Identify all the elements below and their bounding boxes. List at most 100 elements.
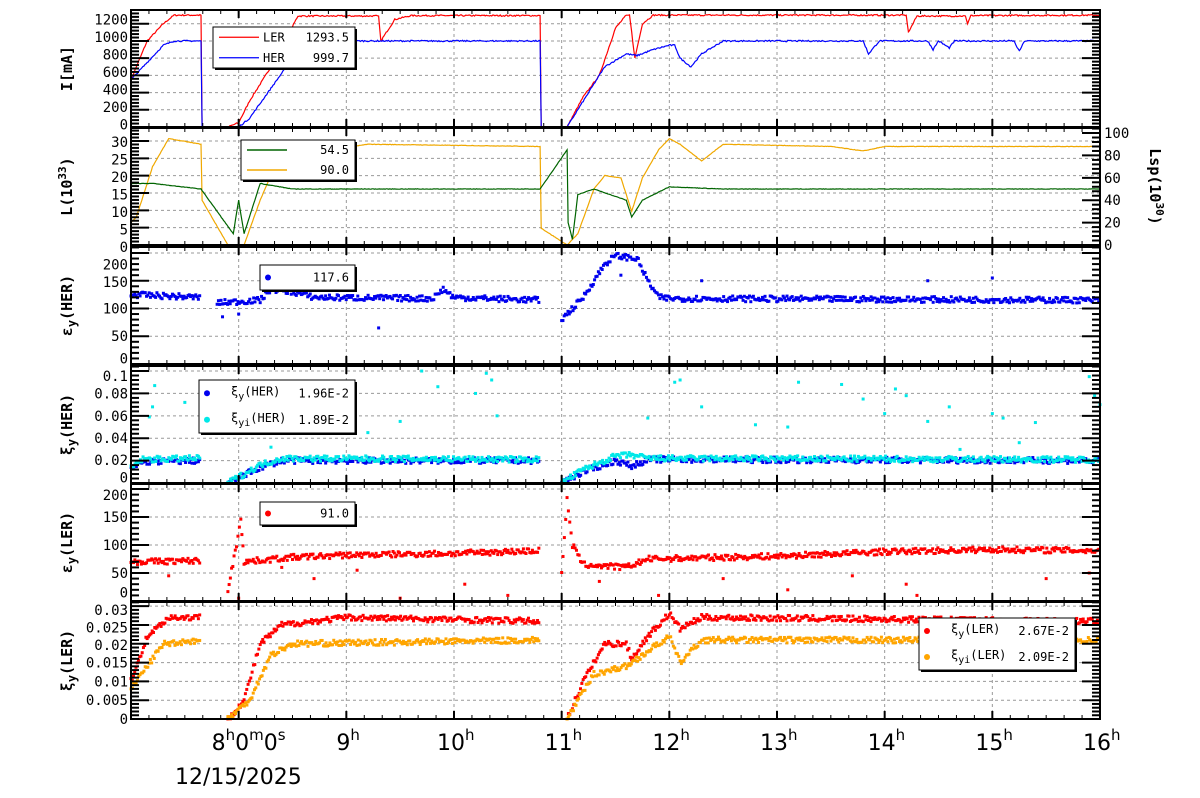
- data-point: [246, 700, 250, 704]
- data-point: [187, 454, 191, 458]
- data-point: [359, 551, 363, 555]
- data-point: [415, 295, 419, 299]
- data-point: [1063, 295, 1067, 299]
- data-point: [266, 635, 270, 639]
- data-point: [938, 300, 942, 304]
- data-point: [989, 550, 993, 554]
- data-point: [416, 638, 420, 642]
- data-point: [438, 553, 442, 557]
- data-point: [810, 618, 814, 622]
- data-point: [387, 550, 391, 554]
- data-point: [673, 555, 677, 559]
- data-point: [615, 458, 619, 462]
- data-point: [448, 291, 452, 295]
- data-point-outlier: [420, 369, 424, 373]
- data-point: [394, 555, 398, 559]
- data-point: [951, 548, 955, 552]
- data-point: [446, 552, 450, 556]
- data-point: [366, 293, 370, 297]
- data-point: [1058, 458, 1062, 462]
- data-point: [1049, 455, 1053, 459]
- data-point: [932, 295, 936, 299]
- data-point: [306, 557, 310, 561]
- data-point: [333, 553, 337, 557]
- data-point: [486, 455, 490, 459]
- data-point: [966, 454, 970, 458]
- data-point: [627, 662, 631, 666]
- data-point: [799, 294, 803, 298]
- data-point: [647, 454, 651, 458]
- data-point: [710, 457, 714, 461]
- data-point: [281, 558, 285, 562]
- data-point: [1071, 550, 1075, 554]
- data-point: [986, 549, 990, 553]
- data-point: [734, 454, 738, 458]
- data-point: [955, 550, 959, 554]
- data-point: [611, 452, 615, 456]
- y-tick-label: 20: [111, 170, 128, 186]
- y-tick-label: 150: [103, 275, 128, 291]
- y-tick-label: 100: [103, 302, 128, 318]
- data-point: [909, 457, 913, 461]
- data-point: [181, 615, 185, 619]
- data-point: [270, 652, 274, 656]
- data-point: [744, 556, 748, 560]
- data-point: [907, 295, 911, 299]
- data-point: [1046, 456, 1050, 460]
- data-point: [316, 454, 320, 458]
- data-point: [878, 454, 882, 458]
- data-point: [793, 298, 797, 302]
- data-point: [484, 550, 488, 554]
- data-point: [958, 295, 962, 299]
- data-point: [637, 454, 641, 458]
- data-point: [337, 455, 341, 459]
- data-point: [903, 618, 907, 622]
- data-point: [1053, 549, 1057, 553]
- data-point: [467, 550, 471, 554]
- data-point: [874, 300, 878, 304]
- data-point: [1067, 546, 1071, 550]
- data-point: [623, 642, 627, 646]
- data-point: [854, 548, 858, 552]
- data-point: [536, 637, 540, 641]
- data-point: [521, 459, 525, 463]
- data-point: [895, 454, 899, 458]
- data-point: [754, 455, 758, 459]
- y-tick-label: 10: [111, 205, 128, 221]
- data-point: [632, 456, 636, 460]
- data-point: [731, 615, 735, 619]
- data-point: [444, 289, 448, 293]
- data-point: [890, 300, 894, 304]
- data-point: [452, 552, 456, 556]
- data-point: [404, 553, 408, 557]
- data-point: [443, 642, 447, 646]
- title-part: L(10: [58, 180, 76, 216]
- data-point: [334, 642, 338, 646]
- data-point: [156, 561, 160, 565]
- data-point: [374, 551, 378, 555]
- data-point: [997, 456, 1001, 460]
- data-point: [468, 621, 472, 625]
- data-point: [678, 629, 682, 633]
- data-point: [298, 641, 302, 645]
- data-point: [684, 621, 688, 625]
- data-point: [949, 295, 953, 299]
- data-point: [324, 457, 328, 461]
- data-point: [688, 297, 692, 301]
- data-point: [656, 454, 660, 458]
- data-point: [1041, 461, 1045, 465]
- data-point: [994, 548, 998, 552]
- data-point: [774, 459, 778, 463]
- data-point: [251, 691, 255, 695]
- data-point: [324, 617, 328, 621]
- data-point: [590, 466, 594, 470]
- data-point: [426, 639, 430, 643]
- data-point: [911, 547, 915, 551]
- data-point: [1055, 459, 1059, 463]
- data-point: [511, 621, 515, 625]
- data-point: [996, 550, 1000, 554]
- data-point: [855, 617, 859, 621]
- data-point: [1001, 545, 1005, 549]
- data-point: [783, 553, 787, 557]
- data-point: [576, 472, 580, 476]
